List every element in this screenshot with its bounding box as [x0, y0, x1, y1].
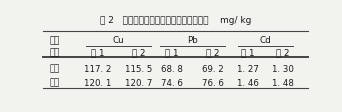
Text: 酸 2: 酸 2: [207, 48, 220, 57]
Text: 酸 1: 酸 1: [241, 48, 255, 57]
Text: 117. 2: 117. 2: [84, 65, 111, 74]
Text: 1. 27: 1. 27: [237, 65, 259, 74]
Text: 1. 48: 1. 48: [272, 79, 293, 88]
Text: 高压: 高压: [50, 79, 60, 88]
Text: Pb: Pb: [187, 36, 198, 45]
Text: 74. 6: 74. 6: [161, 79, 183, 88]
Text: 76. 6: 76. 6: [202, 79, 224, 88]
Text: 115. 5: 115. 5: [125, 65, 153, 74]
Text: 酸 1: 酸 1: [91, 48, 104, 57]
Text: 方式: 方式: [50, 48, 60, 57]
Text: 酸 1: 酸 1: [165, 48, 179, 57]
Text: 120. 1: 120. 1: [84, 79, 111, 88]
Text: Cu: Cu: [113, 36, 124, 45]
Text: 120. 7: 120. 7: [125, 79, 153, 88]
Text: Cd: Cd: [260, 36, 271, 45]
Text: 消解: 消解: [50, 36, 60, 45]
Text: 表 2   两种酸消解体系与两种消解方式比较    mg/ kg: 表 2 两种酸消解体系与两种消解方式比较 mg/ kg: [100, 16, 251, 25]
Text: 敞口: 敞口: [50, 65, 60, 74]
Text: 69. 2: 69. 2: [202, 65, 224, 74]
Text: 1. 30: 1. 30: [272, 65, 293, 74]
Text: 酸 2: 酸 2: [276, 48, 289, 57]
Text: 68. 8: 68. 8: [161, 65, 183, 74]
Text: 1. 46: 1. 46: [237, 79, 259, 88]
Text: 酸 2: 酸 2: [132, 48, 146, 57]
